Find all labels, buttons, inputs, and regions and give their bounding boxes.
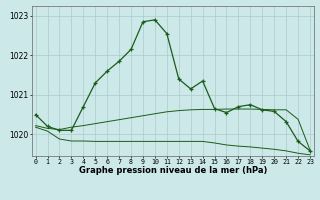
X-axis label: Graphe pression niveau de la mer (hPa): Graphe pression niveau de la mer (hPa) [79, 166, 267, 175]
